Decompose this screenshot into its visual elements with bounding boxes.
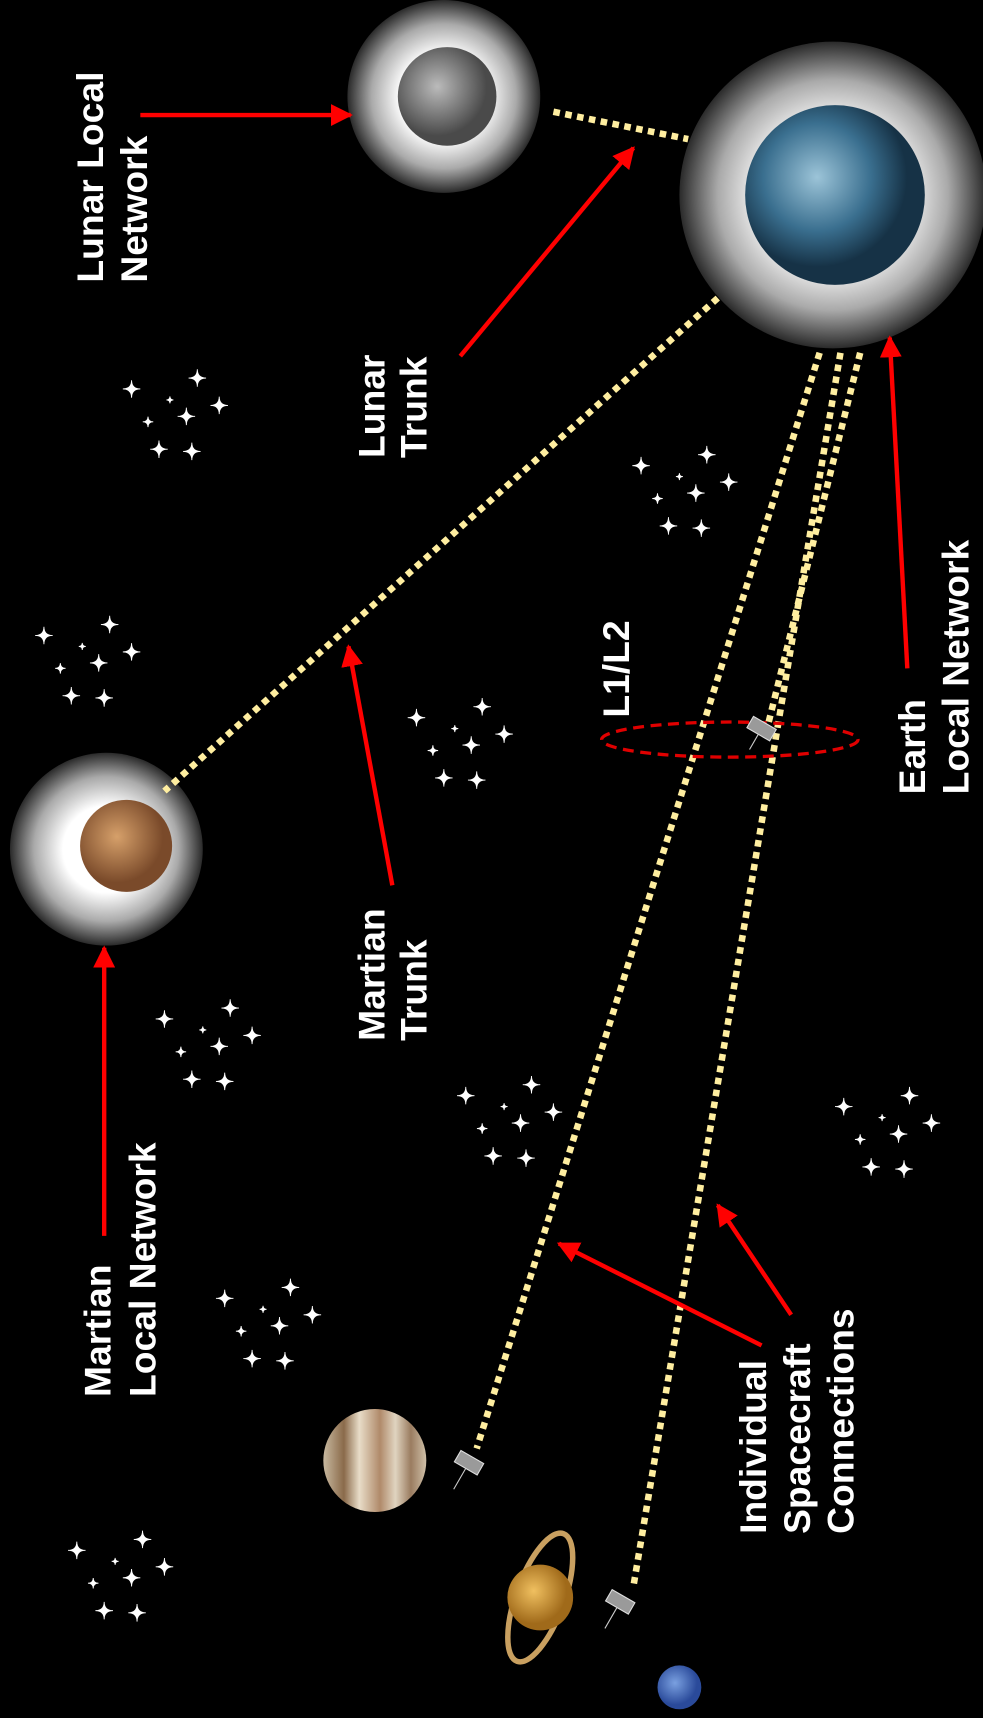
diagram: Lunar Local Network Lunar Trunk Martian … <box>0 0 983 1718</box>
label-line: Local Network <box>122 1142 164 1397</box>
label-line: Trunk <box>392 356 434 458</box>
label-line: Lunar <box>351 355 393 458</box>
label-line: Spacecraft <box>776 1343 818 1534</box>
label-line: Trunk <box>392 939 434 1041</box>
earth <box>745 105 925 285</box>
label-line: Individual <box>732 1360 774 1534</box>
label-line: Lunar Local <box>69 72 111 283</box>
page: Lunar Local Network Lunar Trunk Martian … <box>0 0 983 1718</box>
jupiter <box>323 1409 426 1512</box>
label-line: L1/L2 <box>595 620 637 717</box>
moon <box>398 47 497 146</box>
l1-l2-label: L1/L2 <box>595 620 637 717</box>
label-line: Martian <box>77 1265 119 1397</box>
neptune <box>657 1665 701 1709</box>
mars <box>80 800 172 892</box>
label-line: Martian <box>351 908 393 1040</box>
label-line: Connections <box>820 1308 862 1534</box>
label-line: Network <box>113 135 155 282</box>
saturn <box>507 1565 573 1631</box>
label-line: Local Network <box>935 539 977 794</box>
label-line: Earth <box>891 699 933 794</box>
lunar-trunk-label: Lunar Trunk <box>351 355 435 458</box>
